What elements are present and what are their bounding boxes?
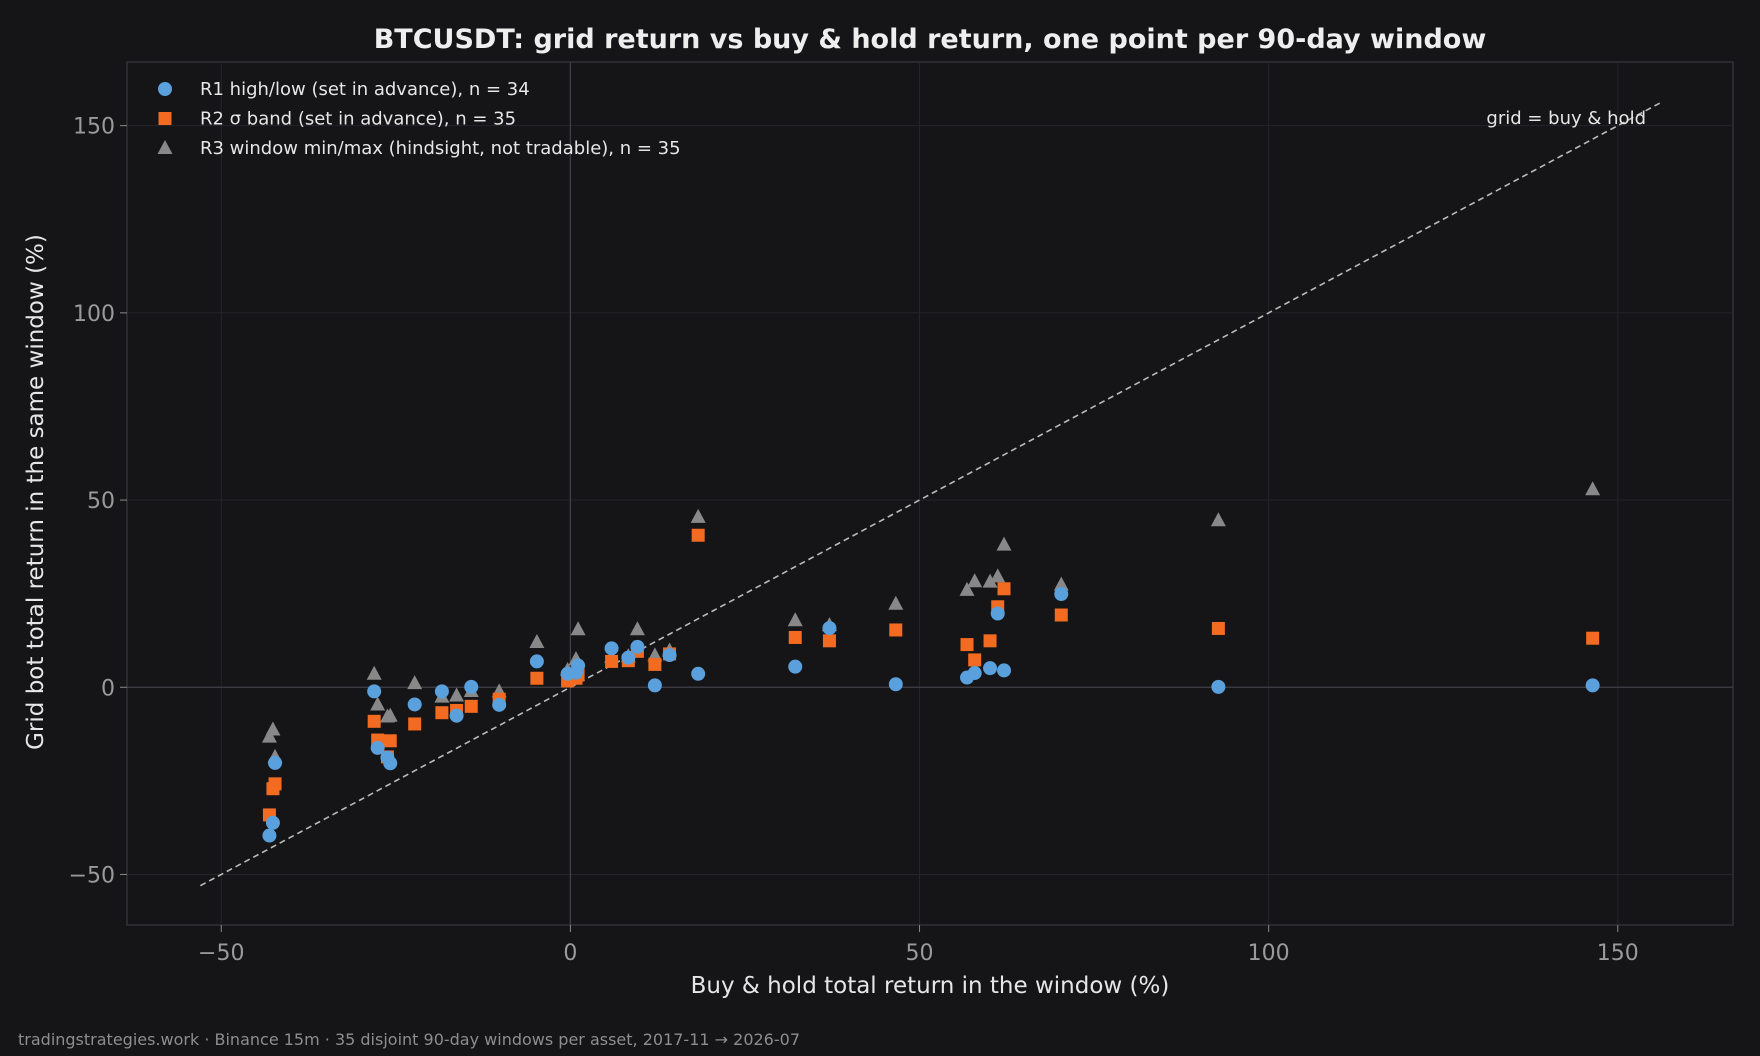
data-point: [1211, 679, 1226, 694]
data-point: [407, 675, 423, 690]
data-point: [464, 679, 479, 694]
data-point: [265, 815, 280, 830]
y-tick-label: −50: [69, 863, 115, 888]
data-point: [408, 717, 422, 731]
data-point: [1211, 621, 1225, 635]
data-point: [571, 658, 586, 673]
y-tick-label: 50: [87, 489, 115, 514]
footer-caption: tradingstrategies.work · Binance 15m · 3…: [18, 1030, 800, 1049]
data-point: [960, 638, 974, 652]
legend: R1 high/low (set in advance), n = 34 R2 σ…: [157, 79, 681, 159]
data-point: [647, 678, 662, 693]
data-point: [662, 648, 677, 663]
data-point: [1053, 576, 1069, 591]
legend-marker: [158, 112, 172, 125]
data-point: [570, 621, 586, 636]
data-point: [691, 528, 705, 542]
data-point: [464, 699, 478, 713]
data-point: [529, 633, 545, 648]
data-point: [530, 671, 544, 685]
series-1: [262, 587, 1600, 843]
data-point: [982, 573, 998, 588]
data-point: [629, 621, 645, 636]
data-point: [383, 756, 398, 771]
data-point: [366, 665, 382, 680]
y-tick-label: 150: [73, 115, 115, 140]
data-point: [382, 707, 398, 722]
data-point: [367, 684, 382, 699]
y-tick-label: 0: [101, 676, 115, 701]
legend-marker: [158, 82, 172, 96]
data-point: [435, 706, 449, 720]
data-point: [529, 654, 544, 669]
x-tick-label: 150: [1597, 941, 1639, 966]
data-point: [788, 659, 803, 674]
data-point: [967, 573, 983, 588]
parity-line-label: grid = buy & hold: [1486, 108, 1646, 129]
x-tick-label: 50: [906, 941, 934, 966]
data-point: [997, 582, 1011, 596]
data-point: [449, 708, 464, 723]
y-tick-label: 100: [73, 302, 115, 327]
data-point: [889, 623, 903, 637]
data-point: [888, 595, 904, 610]
data-point: [492, 697, 507, 712]
data-point: [1586, 631, 1600, 645]
data-point: [997, 663, 1012, 678]
data-point: [996, 536, 1012, 551]
parity-line: [199, 102, 1661, 887]
data-point: [1585, 678, 1600, 693]
data-point: [434, 684, 449, 699]
legend-label: R2 σ band (set in advance), n = 35: [200, 109, 516, 130]
plot-area: −50 0 50 100 150 −50 0 50 100 150 grid = buy & hol…: [69, 61, 1734, 966]
data-point: [983, 661, 998, 676]
data-point: [262, 828, 277, 843]
data-point: [367, 714, 381, 728]
legend-label: R1 high/low (set in advance), n = 34: [200, 79, 530, 100]
data-point: [967, 666, 982, 681]
data-point: [370, 740, 385, 755]
data-point: [605, 654, 619, 668]
legend-marker: [157, 140, 173, 154]
data-point: [983, 634, 997, 648]
data-point: [630, 639, 645, 654]
data-point: [383, 734, 397, 748]
data-point: [265, 721, 281, 736]
y-axis-label: Grid bot total return in the same window…: [23, 234, 49, 750]
data-point: [268, 755, 283, 770]
x-tick-label: 0: [563, 941, 577, 966]
data-point: [822, 634, 836, 648]
data-point: [1210, 512, 1226, 527]
data-point: [604, 641, 619, 656]
data-point: [690, 508, 706, 523]
data-point: [888, 677, 903, 692]
data-point: [959, 581, 975, 596]
data-point: [449, 687, 465, 702]
data-point: [691, 666, 706, 681]
data-point: [990, 606, 1005, 621]
data-point: [648, 657, 662, 671]
data-point: [370, 696, 386, 711]
data-point: [407, 697, 422, 712]
data-point: [1585, 481, 1601, 496]
chart-title: BTCUSDT: grid return vs buy & hold retur…: [374, 24, 1487, 55]
data-point: [261, 728, 277, 743]
data-point: [822, 621, 837, 636]
data-point: [788, 630, 802, 644]
data-point: [1054, 608, 1068, 622]
data-point: [621, 650, 636, 665]
legend-label: R3 window min/max (hindsight, not tradab…: [200, 138, 681, 159]
data-point: [1054, 587, 1069, 602]
data-point: [268, 777, 282, 791]
data-point: [787, 612, 803, 627]
data-point: [990, 568, 1006, 583]
x-tick-label: 100: [1248, 941, 1290, 966]
x-axis-label: Buy & hold total return in the window (%…: [691, 973, 1170, 999]
data-point: [968, 653, 982, 667]
x-tick-label: −50: [198, 941, 244, 966]
